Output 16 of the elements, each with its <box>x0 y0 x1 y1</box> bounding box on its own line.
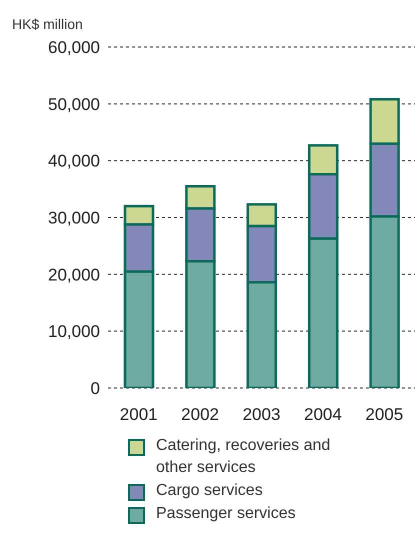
y-tick-label: 60,000 <box>48 38 100 58</box>
legend-label: Catering, recoveries and other services <box>156 436 332 478</box>
x-tick-label: 2005 <box>365 405 404 424</box>
y-tick-label: 10,000 <box>48 322 100 342</box>
legend-label: Cargo services <box>156 481 263 501</box>
x-tick-label: 2004 <box>304 405 342 424</box>
x-tick-label: 2003 <box>242 405 280 424</box>
legend-label: Passenger services <box>156 504 296 524</box>
y-tick-label: 50,000 <box>48 94 100 114</box>
x-tick-label: 2002 <box>181 405 220 424</box>
y-tick-label: 20,000 <box>48 265 100 284</box>
y-tick-label: 0 <box>90 379 100 398</box>
y-tick-label: 40,000 <box>48 152 100 171</box>
y-axis-title: HK$ million <box>12 16 83 32</box>
x-tick-label: 2001 <box>120 405 158 424</box>
y-tick-label: 30,000 <box>48 208 100 228</box>
